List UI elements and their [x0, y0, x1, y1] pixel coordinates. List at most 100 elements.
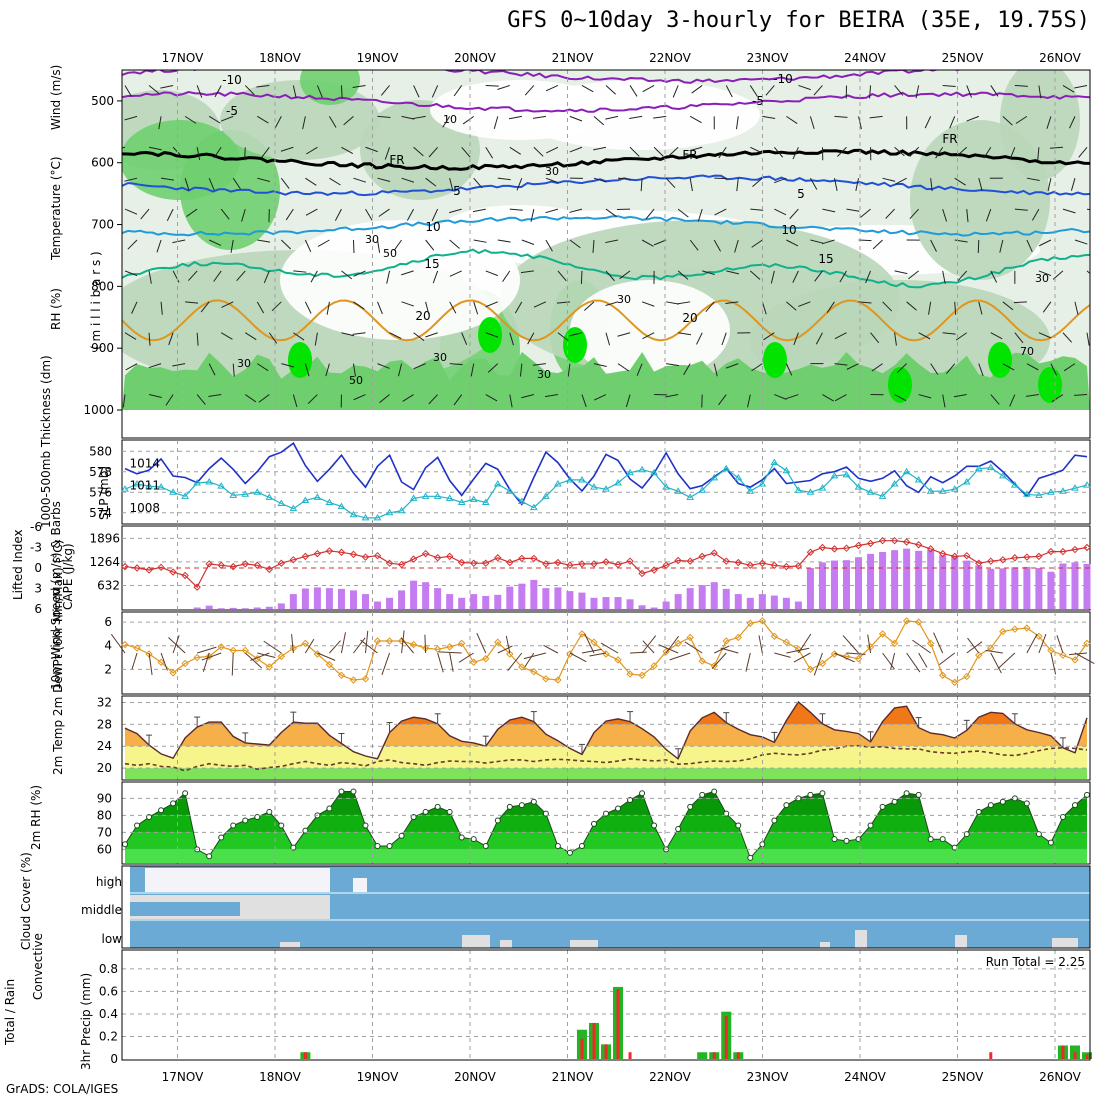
thickness-point — [481, 498, 490, 505]
li-tick-label: 0 — [34, 561, 42, 575]
wind-barb — [798, 301, 811, 307]
wind-speed-point — [133, 644, 141, 652]
cape-bar — [506, 586, 514, 609]
wind-barb — [148, 394, 162, 398]
isotherm-label: 10 — [425, 220, 440, 234]
wind-barb — [545, 239, 553, 252]
wind-barb — [196, 332, 199, 346]
wind-barb — [220, 332, 233, 340]
wind-barb — [196, 85, 203, 98]
rh-point — [675, 825, 682, 832]
wind-barb — [792, 147, 799, 160]
isotherm-line — [122, 215, 1090, 237]
li-point — [806, 548, 815, 556]
cape-bar — [987, 568, 995, 609]
wind-barb — [158, 116, 162, 130]
rh-point — [903, 790, 910, 797]
wind-barb — [605, 115, 619, 120]
wind-barb — [148, 85, 160, 95]
wind-barb — [809, 177, 818, 190]
wind-barb — [1038, 332, 1052, 339]
wind-speed-point — [385, 637, 394, 645]
surface-wind-barb — [263, 640, 282, 654]
wind-speed-point — [854, 655, 863, 663]
li-axis-label: Lifted Index — [11, 529, 25, 600]
cape-bar — [398, 590, 406, 609]
cape-bar — [879, 551, 887, 609]
wind-barb — [813, 85, 823, 96]
rh-fill — [125, 791, 1087, 863]
surface-wind-barb — [197, 646, 217, 654]
x-tick-label-top: 23NOV — [747, 51, 789, 65]
wind-speed-point — [433, 645, 442, 653]
wind-barb — [314, 332, 318, 346]
rh-point — [615, 805, 622, 812]
wind-barb — [774, 177, 787, 184]
wind-barb — [353, 270, 366, 277]
precip-convective-bar — [1061, 1045, 1065, 1059]
surface-wind-barb — [581, 648, 602, 654]
wind-barb — [453, 85, 463, 97]
li-point — [1083, 543, 1091, 552]
y-tick-label: 1000 — [83, 403, 114, 417]
wind-barb — [697, 208, 703, 222]
pressure-units-label: ( m i l l i b a r s ) — [89, 251, 103, 350]
wind-barb — [839, 270, 847, 283]
cape-tick-label: 1896 — [89, 531, 120, 545]
rh-point — [831, 836, 838, 843]
thickness-point — [433, 492, 442, 499]
wind-barb — [493, 116, 499, 130]
wind-barb — [256, 84, 270, 88]
isotherm-label: FR — [389, 153, 404, 167]
wind-barb — [280, 239, 292, 250]
surface-wind-barb — [600, 642, 619, 654]
wind-barb — [793, 332, 799, 346]
wind-barb — [619, 270, 631, 280]
wind-speed-line — [124, 620, 1088, 684]
wind-barb — [869, 115, 883, 119]
wind-barb — [196, 394, 206, 405]
rh-point — [374, 842, 381, 849]
isotherm-label: FR — [682, 148, 697, 162]
wind-speed-point — [951, 678, 959, 687]
thickness-point — [938, 487, 947, 494]
wind-barb — [530, 208, 535, 222]
wind-barb — [449, 270, 462, 277]
surface-wind-barb — [1074, 652, 1095, 665]
isotherm-line — [122, 148, 1090, 171]
li-point — [554, 558, 562, 567]
li-point — [890, 536, 899, 545]
wind-barb — [713, 363, 718, 377]
wind-barb — [581, 85, 594, 93]
cape-bar — [229, 607, 237, 609]
wind-barb — [485, 84, 499, 87]
wind-barb — [1014, 84, 1028, 87]
wind-barb — [642, 85, 655, 93]
li-point — [253, 561, 261, 569]
cross-section-panel: 3050303030503010307030-10-5FR5101520-10-… — [49, 51, 1091, 439]
thickness-point — [794, 486, 803, 493]
cape-bar — [578, 592, 586, 609]
wind-barb — [809, 116, 815, 129]
wind-barb — [200, 301, 210, 313]
wind-barb — [770, 270, 775, 284]
wind-barb — [148, 146, 162, 151]
wind-barb — [406, 208, 415, 221]
wind-barb — [413, 332, 425, 341]
precip-convective-bar — [736, 1052, 740, 1059]
cape-bar — [1059, 563, 1067, 609]
wind-barb — [942, 394, 946, 408]
wind-barb — [1050, 363, 1057, 376]
li-point — [818, 543, 827, 552]
temp-band — [125, 701, 1087, 725]
rh-region — [520, 80, 760, 150]
thickness-point — [421, 492, 430, 499]
x-tick-label-top: 25NOV — [942, 51, 984, 65]
wind-barb — [353, 301, 365, 310]
wind-barb — [870, 332, 880, 344]
rh-point — [506, 803, 513, 810]
wind-barb — [377, 115, 391, 118]
rh-point — [170, 800, 177, 807]
wind-barb — [485, 147, 494, 159]
thickness-point — [950, 485, 959, 492]
